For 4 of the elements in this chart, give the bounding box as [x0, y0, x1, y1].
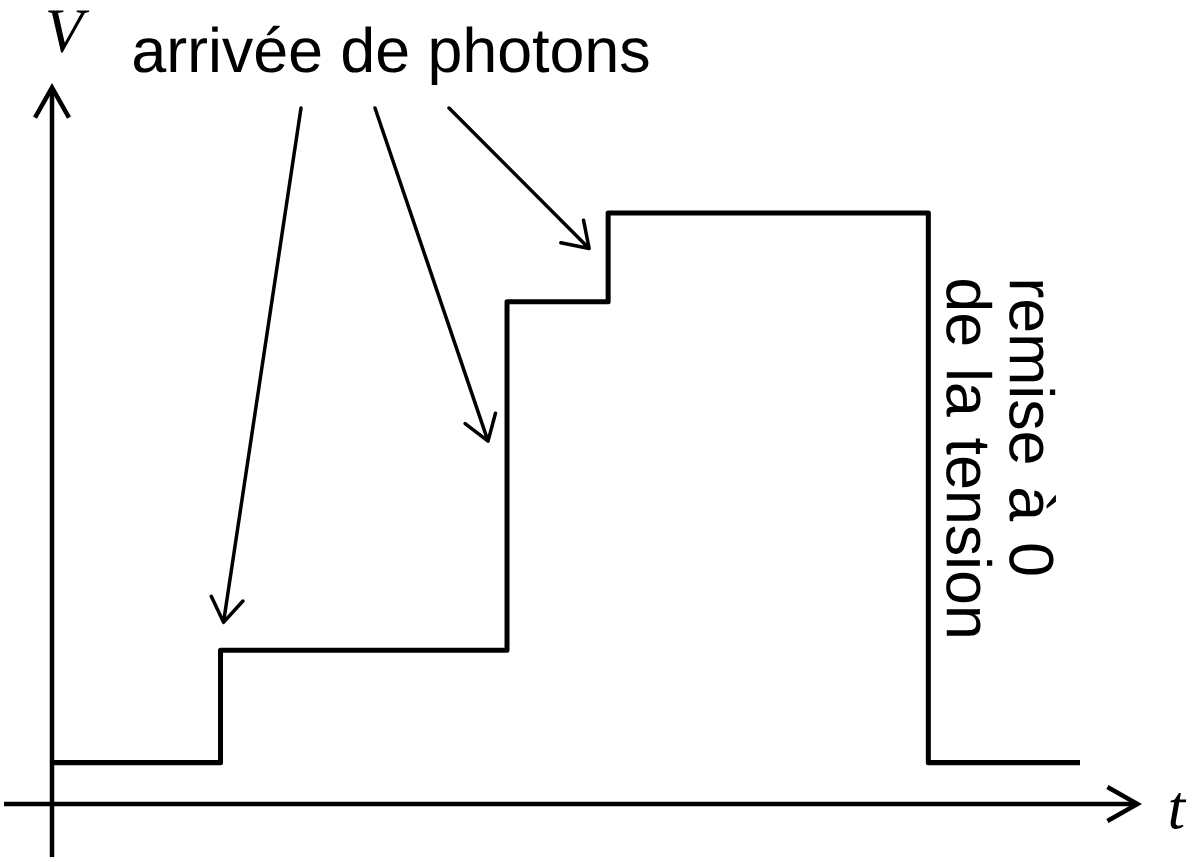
annotation: remise à 0 de la tension — [946, 280, 1056, 636]
y-axis-title: V — [48, 10, 90, 53]
x-axis-title: t — [1170, 793, 1187, 829]
text: arrivée de photons — [134, 25, 649, 85]
